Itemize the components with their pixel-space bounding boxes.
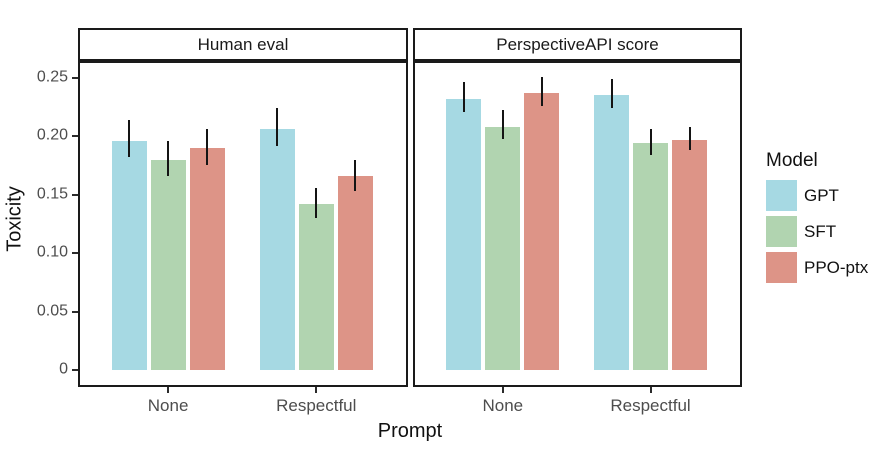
facet-header: Human eval — [78, 28, 408, 61]
legend-title: Model — [766, 150, 818, 171]
y-tick-label: 0.05 — [36, 302, 68, 320]
bar-ppo-ptx-respectful — [337, 175, 373, 370]
legend-swatch-ppo-ptx — [766, 252, 797, 283]
x-tick-label: None — [482, 396, 524, 415]
y-tick-mark — [72, 252, 78, 255]
facet-title: PerspectiveAPI score — [496, 34, 659, 54]
legend-label: PPO-ptx — [804, 257, 869, 277]
legend-label: GPT — [804, 185, 839, 205]
y-tick-label: 0.15 — [36, 185, 68, 203]
x-tick-mark — [649, 387, 652, 393]
error-bar-ppo-ptx-respectful — [688, 126, 691, 151]
bar-gpt-respectful — [594, 95, 630, 370]
x-tick-mark — [501, 387, 504, 393]
error-bar-ppo-ptx-none — [206, 129, 209, 166]
bar-sft-none — [485, 126, 521, 370]
error-bar-sft-none — [167, 140, 170, 176]
facet-header: PerspectiveAPI score — [413, 28, 742, 61]
y-tick-label: 0.25 — [36, 68, 68, 86]
error-bar-gpt-respectful — [610, 78, 613, 109]
legend-swatch-gpt — [766, 180, 797, 211]
error-bar-gpt-none — [128, 119, 131, 158]
y-tick-mark — [72, 135, 78, 138]
bar-gpt-respectful — [259, 129, 295, 370]
x-tick-label: Respectful — [610, 396, 691, 415]
x-tick-mark — [167, 387, 170, 393]
legend-entry-ppo-ptx: PPO-ptx — [766, 252, 868, 283]
facet-title: Human eval — [197, 34, 289, 54]
bar-sft-none — [150, 159, 186, 370]
legend-entry-gpt: GPT — [766, 180, 868, 211]
y-tick-label: 0.10 — [36, 243, 68, 261]
error-bar-gpt-respectful — [276, 108, 279, 146]
error-bar-sft-respectful — [649, 129, 652, 155]
error-bar-ppo-ptx-respectful — [354, 159, 357, 192]
error-bar-gpt-none — [462, 82, 465, 112]
y-tick-mark — [72, 310, 78, 313]
error-bar-sft-none — [501, 110, 504, 139]
y-tick-mark — [72, 76, 78, 79]
bar-gpt-none — [446, 98, 482, 370]
x-tick-label: None — [147, 396, 189, 415]
legend-entries: GPT SFT PPO-ptx — [766, 180, 868, 283]
y-tick-mark — [72, 369, 78, 371]
legend-entry-sft: SFT — [766, 216, 868, 247]
bar-gpt-none — [111, 140, 147, 370]
legend: Model GPT SFT PPO-ptx — [766, 150, 868, 288]
bar-ppo-ptx-respectful — [672, 139, 708, 370]
y-tick-label: 0 — [59, 360, 68, 378]
y-tick-mark — [72, 193, 78, 196]
error-bar-sft-respectful — [315, 187, 318, 219]
y-tick-label: 0.20 — [36, 126, 68, 144]
bar-sft-respectful — [298, 204, 334, 370]
x-tick-label: Respectful — [276, 396, 357, 415]
bar-ppo-ptx-none — [189, 147, 225, 370]
legend-swatch-sft — [766, 216, 797, 247]
x-axis-title: Prompt — [377, 420, 443, 442]
bar-sft-respectful — [633, 143, 669, 370]
bar-ppo-ptx-none — [524, 92, 560, 370]
legend-label: SFT — [804, 221, 837, 241]
x-tick-mark — [315, 387, 318, 393]
error-bar-ppo-ptx-none — [540, 76, 543, 106]
